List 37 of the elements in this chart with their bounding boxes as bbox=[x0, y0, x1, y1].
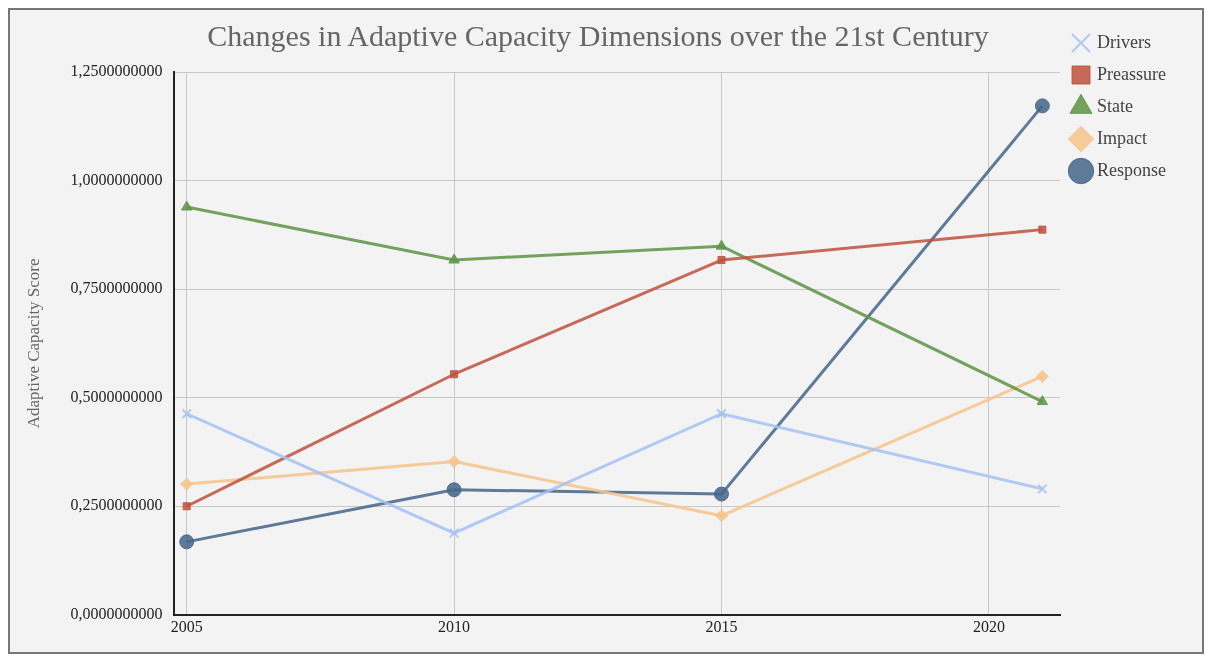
point bbox=[448, 527, 460, 539]
point bbox=[181, 408, 192, 419]
point bbox=[182, 502, 191, 511]
point bbox=[447, 455, 461, 469]
legend-label: Drivers bbox=[1097, 31, 1151, 52]
legend-label: Response bbox=[1097, 159, 1167, 180]
y-tick-label: 0,2500000000 bbox=[70, 496, 163, 514]
point bbox=[713, 486, 729, 502]
legend-label: Preassure bbox=[1097, 63, 1166, 84]
legend-label: Impact bbox=[1097, 127, 1147, 148]
point bbox=[714, 509, 728, 523]
legend-label: State bbox=[1097, 95, 1134, 116]
point bbox=[1038, 225, 1047, 234]
y-tick-label: 1,0000000000 bbox=[70, 170, 163, 188]
x-tick-label: 2015 bbox=[705, 617, 738, 635]
point bbox=[180, 477, 194, 491]
point bbox=[450, 370, 459, 379]
x-tick-label: 2005 bbox=[170, 617, 203, 635]
point bbox=[446, 482, 462, 498]
x-tick-label: 2020 bbox=[972, 617, 1005, 635]
y-tick-label: 0,5000000000 bbox=[70, 387, 163, 405]
point bbox=[1037, 483, 1048, 495]
point bbox=[179, 534, 195, 550]
point bbox=[448, 253, 460, 264]
y-tick-label: 0,7500000000 bbox=[70, 279, 163, 297]
y-tick-label: 0,0000000000 bbox=[70, 605, 163, 622]
point bbox=[1036, 395, 1049, 406]
point bbox=[1034, 98, 1050, 114]
point bbox=[181, 200, 193, 211]
point bbox=[716, 408, 727, 419]
point bbox=[717, 255, 726, 265]
point bbox=[1035, 369, 1049, 383]
y-axis-title: Adaptive Capacity Score bbox=[23, 258, 43, 429]
y-tick-label: 1,2500000000 bbox=[70, 62, 163, 80]
chart-title: Changes in Adaptive Capacity Dimensions over the 21st Century bbox=[207, 18, 989, 52]
x-tick-label: 2010 bbox=[438, 617, 471, 635]
point bbox=[715, 239, 728, 250]
